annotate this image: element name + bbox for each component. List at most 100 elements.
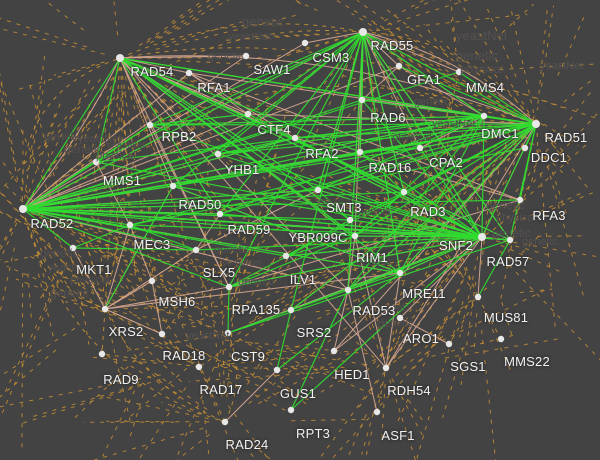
- node-asf1[interactable]: [373, 408, 381, 416]
- edge-genetic: [423, 23, 449, 58]
- node-rad52[interactable]: [19, 205, 27, 213]
- node-rim1[interactable]: [351, 232, 359, 240]
- edge-genetic: [537, 235, 586, 237]
- node-rfa1[interactable]: [185, 69, 193, 77]
- edge-genetic: [0, 219, 18, 248]
- edge-genetic: [59, 224, 120, 251]
- edge-coexpression: [359, 31, 364, 153]
- node-mms22[interactable]: [497, 335, 505, 343]
- node-rad24[interactable]: [221, 418, 229, 426]
- edge-physical: [224, 369, 278, 423]
- edge-genetic: [79, 291, 90, 345]
- node-rad55[interactable]: [359, 28, 367, 36]
- node-mre11[interactable]: [396, 269, 404, 277]
- edge-genetic: [24, 106, 81, 174]
- node-rad18[interactable]: [158, 330, 166, 338]
- edge-coexpression: [119, 57, 485, 117]
- edge-coexpression: [317, 115, 485, 191]
- node-smt3[interactable]: [314, 186, 322, 194]
- node-srs2[interactable]: [287, 306, 295, 314]
- edge-genetic: [0, 210, 37, 230]
- edge-coexpression: [481, 115, 485, 238]
- edge-genetic: [0, 191, 84, 286]
- edge-coexpression: [290, 236, 483, 411]
- node-yhb1[interactable]: [214, 150, 222, 158]
- node-rad53[interactable]: [344, 286, 352, 294]
- node-rad50[interactable]: [169, 182, 177, 190]
- edge-genetic: [450, 19, 458, 62]
- node-mkt1[interactable]: [69, 244, 77, 252]
- edge-genetic: [381, 384, 386, 444]
- node-cpa2[interactable]: [416, 144, 424, 152]
- node-cst9[interactable]: [224, 329, 232, 337]
- node-xrs2[interactable]: [101, 305, 109, 313]
- node-slx5[interactable]: [192, 246, 200, 254]
- node-ctf4[interactable]: [244, 110, 252, 118]
- edge-coexpression: [172, 185, 401, 274]
- node-rfa3[interactable]: [516, 196, 524, 204]
- node-mec3[interactable]: [126, 221, 134, 229]
- edge-genetic: [227, 405, 270, 460]
- edge-genetic: [515, 143, 588, 208]
- node-msh6[interactable]: [148, 277, 156, 285]
- edge-physical: [228, 199, 521, 288]
- edge-coexpression: [361, 99, 537, 125]
- edge-genetic: [346, 333, 375, 359]
- edge-coexpression: [317, 189, 351, 221]
- edge-genetic: [146, 348, 182, 383]
- edge-genetic: [545, 133, 571, 159]
- edge-genetic: [43, 0, 85, 31]
- node-ddc1[interactable]: [521, 144, 529, 152]
- node-rad16[interactable]: [356, 148, 364, 156]
- node-gfa1[interactable]: [395, 62, 403, 70]
- node-snf2[interactable]: [478, 233, 486, 241]
- edge-genetic: [219, 364, 281, 398]
- edge-genetic: [245, 39, 339, 69]
- edge-genetic: [198, 366, 226, 423]
- edge-genetic: [283, 366, 345, 368]
- edge-genetic: [38, 141, 110, 197]
- edge-genetic: [540, 173, 557, 332]
- node-mms1[interactable]: [92, 158, 100, 166]
- edge-genetic: [503, 240, 600, 258]
- edge-genetic: [25, 253, 112, 305]
- node-rad59[interactable]: [216, 210, 224, 218]
- edge-genetic: [372, 39, 416, 72]
- node-rad57[interactable]: [506, 236, 514, 244]
- node-mus81[interactable]: [474, 293, 482, 301]
- node-saw1[interactable]: [242, 52, 250, 60]
- node-rad3[interactable]: [400, 188, 408, 196]
- edge-physical: [72, 247, 106, 310]
- node-ilv1[interactable]: [282, 252, 290, 260]
- node-rpa135[interactable]: [225, 283, 233, 291]
- node-rdh54[interactable]: [382, 364, 390, 372]
- node-mms4[interactable]: [455, 68, 463, 76]
- edge-physical: [129, 224, 153, 282]
- edge-genetic: [370, 78, 379, 117]
- edge-coexpression: [524, 123, 537, 149]
- node-aro1[interactable]: [396, 314, 404, 322]
- node-hed1[interactable]: [330, 347, 338, 355]
- node-rad51[interactable]: [532, 120, 540, 128]
- node-dmc1[interactable]: [480, 112, 488, 120]
- edge-coexpression: [317, 189, 483, 238]
- node-gus1[interactable]: [273, 366, 281, 374]
- node-rad54[interactable]: [116, 54, 124, 62]
- node-rpt3[interactable]: [287, 406, 295, 414]
- node-rpb2[interactable]: [146, 121, 154, 129]
- edge-genetic: [166, 209, 212, 299]
- edge-genetic: [501, 301, 513, 335]
- edge-physical: [399, 236, 483, 319]
- edge-genetic: [37, 273, 54, 338]
- edge-coexpression: [219, 115, 485, 215]
- edge-coexpression: [399, 115, 485, 274]
- node-rad17[interactable]: [195, 363, 203, 371]
- edge-genetic: [391, 378, 424, 437]
- node-csm3[interactable]: [301, 39, 309, 47]
- node-ybr099c[interactable]: [346, 216, 354, 224]
- node-rad9[interactable]: [98, 350, 106, 358]
- node-sgs1[interactable]: [445, 340, 453, 348]
- node-rad6[interactable]: [358, 96, 366, 104]
- node-rfa2[interactable]: [291, 134, 299, 142]
